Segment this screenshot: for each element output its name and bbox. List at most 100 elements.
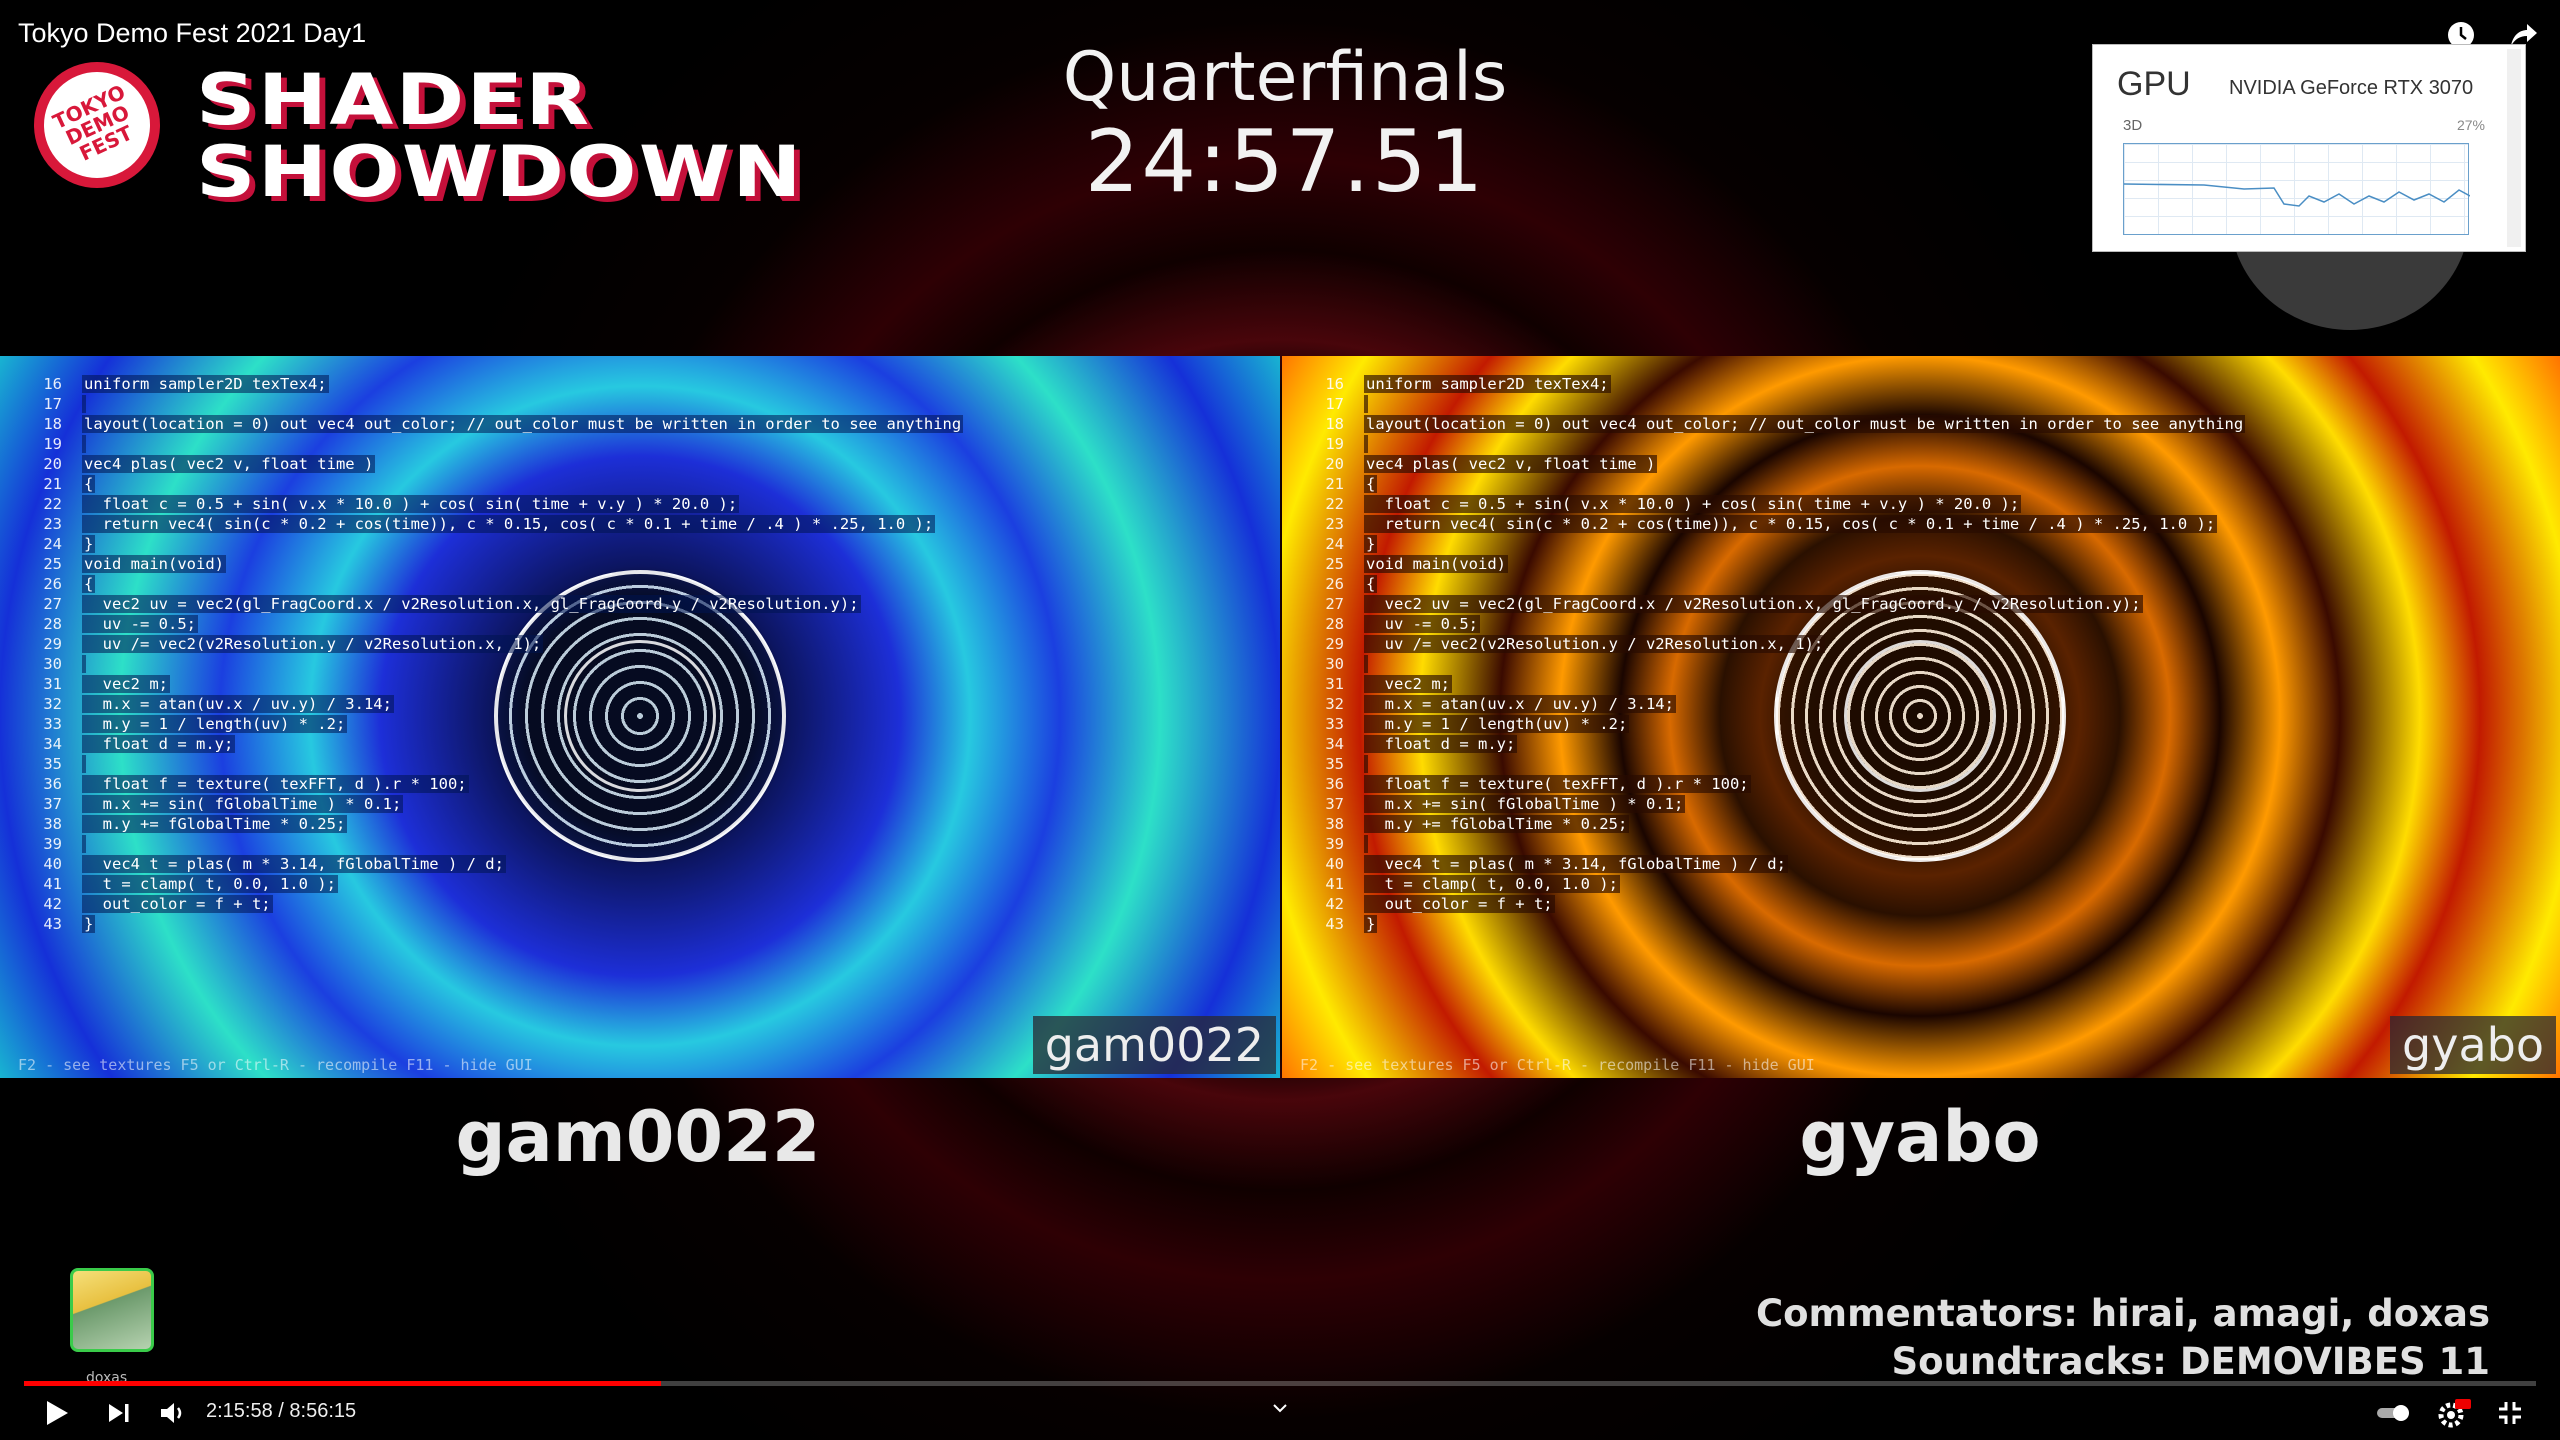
line-number: 43 [43, 915, 62, 933]
code-text: m.y = 1 / length(uv) * .2; [1364, 715, 1630, 733]
code-line: 30 [30, 654, 963, 674]
code-text [1364, 754, 1368, 774]
code-text: float f = texture( texFFT, d ).r * 100; [82, 775, 469, 793]
line-number: 34 [43, 735, 62, 753]
code-text: layout(location = 0) out vec4 out_color;… [82, 415, 964, 433]
code-line: 39 [30, 834, 963, 854]
code-line: 20 vec4 plas( vec2 v, float time ) [30, 454, 963, 474]
code-line: 22 float c = 0.5 + sin( v.x * 10.0 ) + c… [30, 494, 963, 514]
video-title[interactable]: Tokyo Demo Fest 2021 Day1 [18, 18, 367, 48]
line-number: 19 [1325, 435, 1344, 453]
code-line: 41 t = clamp( t, 0.0, 1.0 ); [30, 874, 963, 894]
gpu-name: NVIDIA GeForce RTX 3070 [2229, 77, 2474, 99]
code-line: 39 [1312, 834, 2245, 854]
code-line: 27 vec2 uv = vec2(gl_FragCoord.x / v2Res… [30, 594, 963, 614]
code-text: out_color = f + t; [1364, 895, 1555, 913]
code-text [82, 834, 86, 854]
code-line: 17 [1312, 394, 2245, 414]
code-text [1364, 654, 1368, 674]
code-text: float d = m.y; [82, 735, 236, 753]
line-number: 24 [1325, 535, 1344, 553]
code-line: 19 [1312, 434, 2245, 454]
line-number: 22 [43, 495, 62, 513]
watch-later-icon[interactable] [2444, 18, 2478, 52]
progress-fill [24, 1381, 662, 1386]
line-number: 28 [43, 615, 62, 633]
autoplay-toggle[interactable] [2374, 1400, 2414, 1426]
line-number: 41 [1325, 875, 1344, 893]
line-number: 23 [1325, 515, 1344, 533]
code-text: uv -= 0.5; [1364, 615, 1480, 633]
code-text: float d = m.y; [1364, 735, 1518, 753]
line-number: 17 [43, 395, 62, 413]
code-text: uniform sampler2D texTex4; [82, 375, 329, 393]
code-text: { [82, 575, 96, 593]
code-text: { [1364, 475, 1378, 493]
code-text: m.y = 1 / length(uv) * .2; [82, 715, 348, 733]
code-line: 40 vec4 t = plas( m * 3.14, fGlobalTime … [1312, 854, 2245, 874]
line-number: 28 [1325, 615, 1344, 633]
shader-code-left: 16 uniform sampler2D texTex4; 17 18 layout(l… [30, 374, 964, 934]
shader-panel-left: 16 uniform sampler2D texTex4; 17 18 layout(l… [0, 356, 1280, 1078]
panel-name-tag: gam0022 [1032, 1016, 1276, 1074]
volume-icon [161, 1403, 182, 1423]
code-line: 38 m.y += fGlobalTime * 0.25; [1312, 814, 2245, 834]
line-number: 33 [43, 715, 62, 733]
code-line: 16 uniform sampler2D texTex4; [30, 374, 963, 394]
gpu-usage-percent: 27% [2456, 117, 2485, 133]
share-icon[interactable] [2506, 18, 2540, 52]
code-text: m.x = atan(uv.x / uv.y) / 3.14; [82, 695, 394, 713]
code-text [82, 654, 86, 674]
commentators-text: Commentators: hirai, amagi, doxas [1755, 1292, 2490, 1335]
top-actions [2444, 18, 2540, 52]
code-line: 37 m.x += sin( fGlobalTime ) * 0.1; [1312, 794, 2245, 814]
code-text: float c = 0.5 + sin( v.x * 10.0 ) + cos(… [82, 495, 740, 513]
code-line: 21 { [1312, 474, 2245, 494]
play-button[interactable] [40, 1396, 74, 1430]
exit-fullscreen-button[interactable] [2494, 1398, 2526, 1428]
code-line: 33 m.y = 1 / length(uv) * .2; [1312, 714, 2245, 734]
code-line: 21 { [30, 474, 963, 494]
line-number: 21 [1325, 475, 1344, 493]
code-text: return vec4( sin(c * 0.2 + cos(time)), c… [82, 515, 936, 533]
line-number: 29 [43, 635, 62, 653]
line-number: 36 [1325, 775, 1344, 793]
gpu-scrollbar[interactable] [2507, 49, 2521, 247]
code-line: 43} [1312, 914, 2245, 934]
soundtracks-text: Soundtracks: DEMOVIBES 11 [1891, 1340, 2490, 1383]
round-label: Quarterfinals [1062, 38, 1508, 117]
code-line: 33 m.y = 1 / length(uv) * .2; [30, 714, 963, 734]
line-number: 20 [1325, 455, 1344, 473]
line-number: 22 [1325, 495, 1344, 513]
code-text: m.x += sin( fGlobalTime ) * 0.1; [82, 795, 404, 813]
code-line: 18 layout(location = 0) out vec4 out_colo… [30, 414, 964, 434]
line-number: 35 [43, 755, 62, 773]
code-line: 31 vec2 m; [30, 674, 963, 694]
next-button[interactable] [104, 1398, 134, 1428]
line-number: 21 [43, 475, 62, 493]
progress-bar[interactable] [24, 1381, 2536, 1386]
code-text: } [82, 535, 96, 553]
code-text: vec2 uv = vec2(gl_FragCoord.x / v2Resolu… [82, 595, 861, 613]
line-number: 39 [1325, 835, 1344, 853]
line-number: 29 [1325, 635, 1344, 653]
play-icon [47, 1401, 68, 1425]
avatar[interactable] [70, 1268, 154, 1352]
settings-button[interactable] [2436, 1396, 2472, 1430]
code-line: 18 layout(location = 0) out vec4 out_colo… [1312, 414, 2246, 434]
volume-button[interactable] [156, 1398, 190, 1428]
logo-line-2: SHOWDOWN [196, 131, 804, 213]
code-text: void main(void) [1364, 555, 1508, 573]
code-text: vec2 uv = vec2(gl_FragCoord.x / v2Resolu… [1364, 595, 2143, 613]
code-line: 19 [30, 434, 963, 454]
code-text: m.y += fGlobalTime * 0.25; [1364, 815, 1630, 833]
line-number: 38 [43, 815, 62, 833]
line-number: 18 [43, 415, 62, 433]
editor-hints: F2 - see textures F5 or Ctrl-R - recompi… [18, 1056, 533, 1074]
code-text: t = clamp( t, 0.0, 1.0 ); [1364, 875, 1620, 893]
chapter-dropdown[interactable] [1268, 1398, 1292, 1418]
shader-tunnel-visual [494, 570, 786, 862]
line-number: 42 [1325, 895, 1344, 913]
settings-icon [2438, 1399, 2471, 1428]
code-text: out_color = f + t; [82, 895, 273, 913]
